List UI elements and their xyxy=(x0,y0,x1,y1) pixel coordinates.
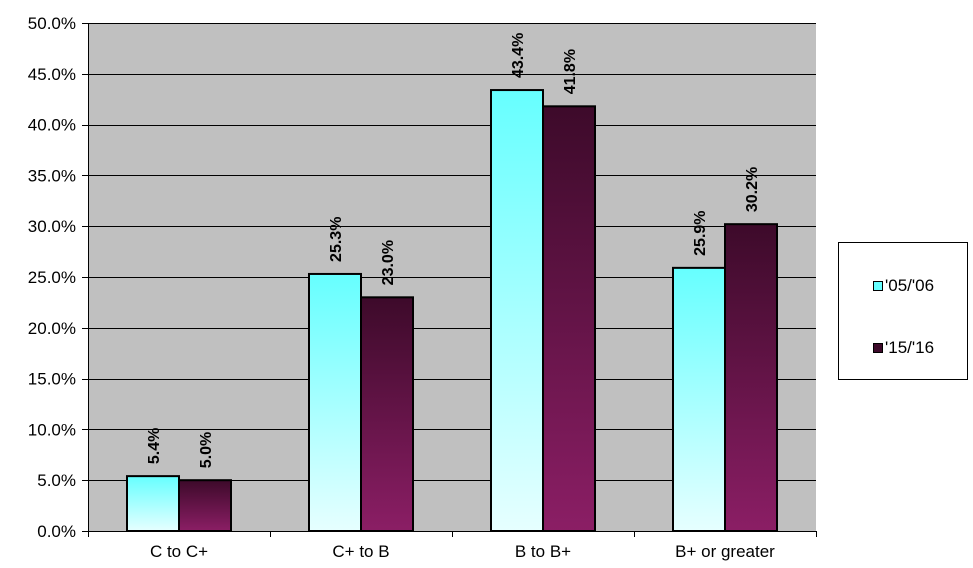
data-labels: 5.4% 5.0% 25.3% 23.0% 43.4% 41.8% 25.9% 30.2% xyxy=(146,33,761,469)
data-label: 5.0% xyxy=(198,432,215,468)
legend-label-series-2: '15/'16 xyxy=(885,338,935,357)
y-tick-label: 40.0% xyxy=(28,116,76,135)
y-tick-label: 5.0% xyxy=(37,471,76,490)
y-tick-label: 0.0% xyxy=(37,522,76,541)
bar xyxy=(360,296,414,532)
y-tick-label: 30.0% xyxy=(28,217,76,236)
x-tick-label: B+ or greater xyxy=(675,542,775,561)
bar xyxy=(542,105,596,532)
data-label: 25.3% xyxy=(328,217,345,262)
data-label: 43.4% xyxy=(510,33,527,78)
y-tick-label: 35.0% xyxy=(28,166,76,185)
y-tick-label: 25.0% xyxy=(28,268,76,287)
legend-swatch-series-2 xyxy=(873,343,883,353)
x-tick-label: C to C+ xyxy=(150,542,208,561)
data-label: 5.4% xyxy=(146,428,163,464)
legend-item-series-1: '05/'06 xyxy=(873,276,934,296)
data-label: 30.2% xyxy=(744,167,761,212)
legend-label-series-1: '05/'06 xyxy=(885,276,935,295)
y-tick-label: 15.0% xyxy=(28,370,76,389)
y-tick-label: 20.0% xyxy=(28,319,76,338)
legend-swatch-series-1 xyxy=(873,281,883,291)
y-tick-label: 10.0% xyxy=(28,420,76,439)
bar xyxy=(490,89,544,532)
bar xyxy=(308,272,362,532)
bar xyxy=(126,475,180,532)
y-axis-tick-labels: 0.0% 5.0% 10.0% 15.0% 20.0% 25.0% 30.0% 35.0% 40… xyxy=(28,14,76,541)
x-tick-label: B to B+ xyxy=(515,542,571,561)
data-label: 23.0% xyxy=(380,240,397,285)
data-label: 41.8% xyxy=(562,49,579,94)
legend-item-series-2: '15/'16 xyxy=(873,338,934,358)
bar xyxy=(724,223,778,532)
x-axis-tick-labels: C to C+ C+ to B B to B+ B+ or greater xyxy=(150,542,775,561)
y-tick-label: 45.0% xyxy=(28,65,76,84)
legend: '05/'06 '15/'16 xyxy=(838,242,968,380)
data-label: 25.9% xyxy=(692,210,709,255)
axes xyxy=(82,23,817,537)
bar xyxy=(178,479,232,533)
y-tick-label: 50.0% xyxy=(28,14,76,33)
x-tick-label: C+ to B xyxy=(332,542,389,561)
gridlines xyxy=(88,23,816,481)
bar xyxy=(672,266,726,532)
